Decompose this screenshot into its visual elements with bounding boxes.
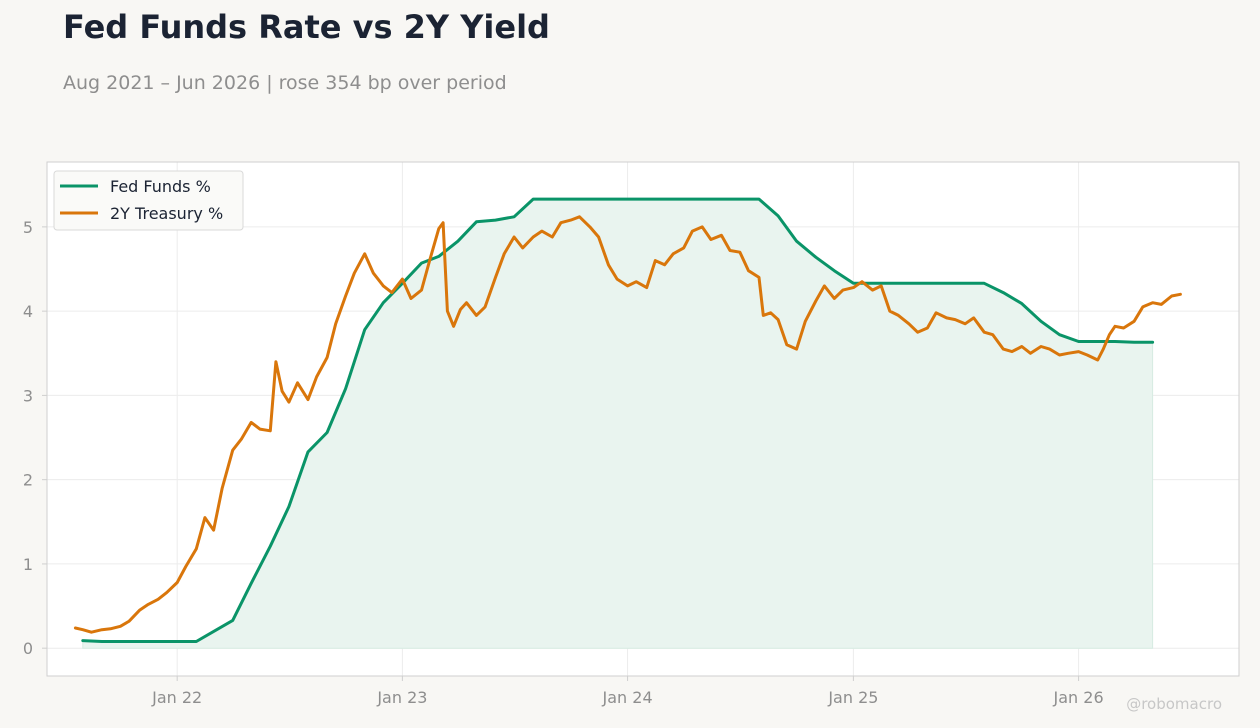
x-tick-label: Jan 26 [1053,688,1104,707]
y-tick-label: 0 [23,639,33,658]
y-tick-label: 1 [23,555,33,574]
legend-label-2y-treasury: 2Y Treasury % [110,204,223,223]
series-line-2y-treasury [73,215,1182,634]
chart-subtitle: Aug 2021 – Jun 2026 | rose 354 bp over p… [63,72,507,94]
series-lines [73,197,1182,643]
x-tick-label: Jan 24 [602,688,653,707]
legend: Fed Funds % 2Y Treasury % [53,170,244,231]
x-tick-label: Jan 23 [376,688,427,707]
series-line-fed-funds [81,197,1155,643]
chart-title: Fed Funds Rate vs 2Y Yield [63,8,550,46]
legend-label-fed-funds: Fed Funds % [110,177,211,196]
axis-ticks: 0 1 2 3 4 5 Jan 22 Jan 23 Jan 24 Jan 25 Jan 26 [23,218,1104,707]
y-tick-label: 5 [23,218,33,237]
x-tick-label: Jan 22 [151,688,202,707]
legend-box [53,170,244,231]
x-tick-label: Jan 25 [827,688,878,707]
y-tick-label: 2 [23,471,33,490]
y-tick-label: 4 [23,302,33,321]
watermark: @robomacro [1126,695,1222,713]
plot-frame [46,161,1240,677]
y-tick-label: 3 [23,386,33,405]
